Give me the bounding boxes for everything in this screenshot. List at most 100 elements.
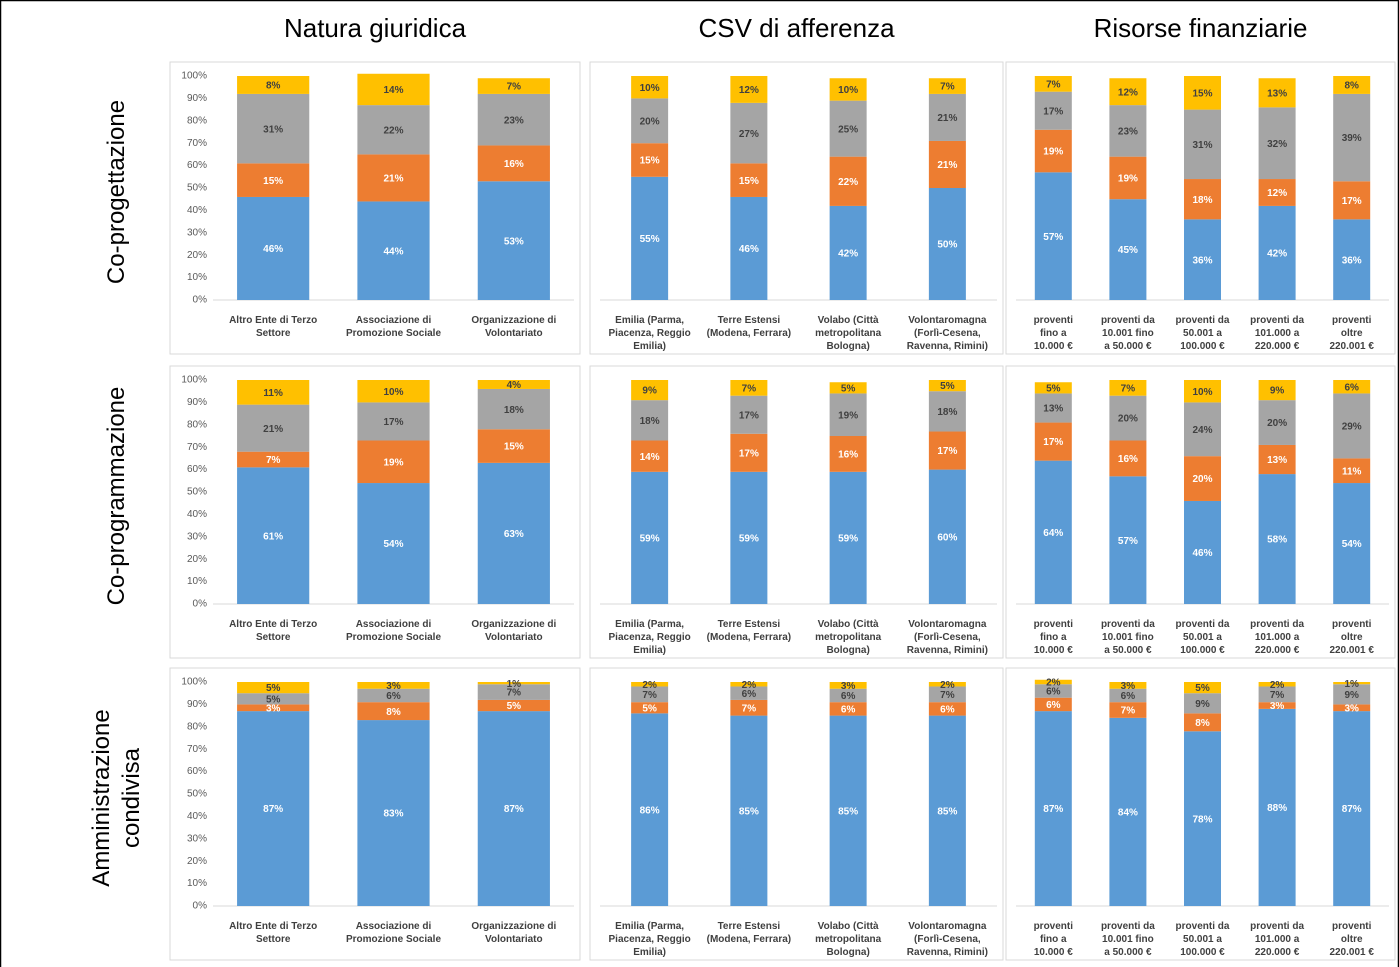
bar-segment [1333, 380, 1371, 394]
bar-segment [357, 154, 430, 202]
data-label: 6% [841, 705, 856, 716]
data-label: 7% [742, 383, 757, 394]
bar-segment [1184, 76, 1221, 110]
bar-segment [237, 380, 310, 405]
bar-segment [1034, 172, 1072, 300]
data-label: 78% [1192, 814, 1212, 825]
bar-segment [1258, 474, 1296, 604]
x-tick-label: Organizzazione di Volontariato [471, 619, 556, 643]
bar-segment [477, 93, 550, 146]
bar-segment [1034, 679, 1072, 685]
bar-segment [1184, 380, 1221, 403]
bar-segment [829, 78, 867, 101]
data-label: 17% [1043, 437, 1063, 448]
bar-segment [730, 163, 768, 197]
data-label: 9% [642, 386, 657, 397]
bar-segment [1109, 78, 1147, 106]
x-tick-label: Terre Estensi (Modena, Ferrara) [707, 315, 791, 339]
data-label: 9% [1270, 386, 1285, 397]
x-tick-label: Organizzazione di Volontariato [471, 315, 556, 339]
y-tick-label: 0% [193, 295, 208, 306]
data-label: 18% [937, 407, 957, 418]
bar-segment [928, 715, 966, 906]
bar-segment [1184, 219, 1221, 300]
data-label: 6% [1046, 687, 1061, 698]
bar-segment [1258, 708, 1296, 906]
bar-segment [631, 440, 669, 472]
data-label: 5% [507, 701, 522, 712]
bar-segment [1258, 107, 1296, 180]
data-label: 44% [383, 246, 403, 257]
data-label: 46% [739, 244, 759, 255]
data-label: 83% [383, 809, 403, 820]
bar-segment [730, 102, 768, 164]
data-label: 9% [1195, 699, 1210, 710]
data-label: 61% [263, 531, 283, 542]
y-tick-label: 40% [187, 811, 207, 822]
data-label: 5% [1195, 683, 1210, 694]
data-label: 21% [937, 113, 957, 124]
x-tick-label: proventi da 50.001 a 100.000 € [1176, 315, 1230, 352]
x-tick-label: Volabo (Città metropolitana Bologna) [815, 315, 882, 352]
bar-segment [1333, 393, 1371, 459]
bar-segment [477, 684, 550, 700]
bar-segment [730, 686, 768, 700]
data-label: 36% [1342, 255, 1362, 266]
column-title: CSV di afferenza [698, 13, 895, 43]
bar-segment [477, 699, 550, 712]
y-tick-label: 90% [187, 93, 207, 104]
data-label: 50% [937, 240, 957, 251]
bar-segment [928, 702, 966, 716]
bar-segment [928, 188, 966, 300]
bar-segment [1258, 444, 1296, 475]
y-tick-label: 90% [187, 397, 207, 408]
bar-segment [1184, 693, 1221, 714]
bar-segment [1109, 105, 1147, 157]
bar-segment [1109, 395, 1147, 441]
x-tick-label: proventi oltre 220.001 € [1329, 315, 1374, 352]
y-tick-label: 60% [187, 464, 207, 475]
data-label: 42% [1267, 249, 1287, 260]
x-tick-label: proventi da 101.000 a 220.000 € [1250, 315, 1304, 352]
bar-segment [730, 395, 768, 434]
bar-segment [829, 688, 867, 703]
data-label: 31% [1192, 140, 1212, 151]
data-label: 7% [742, 703, 757, 714]
bar-segment [477, 388, 550, 430]
bar-segment [928, 140, 966, 188]
data-label: 18% [504, 405, 524, 416]
data-label: 20% [640, 116, 660, 127]
bar-segment [1109, 199, 1147, 300]
data-label: 22% [383, 125, 403, 136]
bar-segment [477, 78, 550, 94]
data-label: 5% [642, 703, 657, 714]
y-tick-label: 30% [187, 227, 207, 238]
bar-segment [1109, 702, 1147, 718]
x-tick-label: proventi fino a 10.000 € [1034, 619, 1074, 656]
bar-segment [1034, 129, 1072, 173]
data-label: 64% [1043, 528, 1063, 539]
data-label: 8% [266, 81, 281, 92]
bar-segment [477, 462, 550, 604]
bar-segment [477, 711, 550, 906]
bar-segment [1333, 76, 1371, 94]
data-label: 1% [507, 679, 522, 690]
bar-segment [237, 451, 310, 468]
data-label: 10% [383, 387, 403, 398]
x-tick-label: Terre Estensi (Modena, Ferrara) [707, 921, 791, 945]
bar-segment [357, 105, 430, 155]
bar-segment [928, 686, 966, 703]
bar-segment [237, 404, 310, 452]
data-label: 6% [841, 691, 856, 702]
bar-segment [1109, 156, 1147, 200]
bar-segment [1184, 682, 1221, 694]
data-label: 59% [640, 534, 660, 545]
y-tick-label: 10% [187, 878, 207, 889]
data-label: 17% [1043, 106, 1063, 117]
x-tick-label: Associazione di Promozione Sociale [346, 619, 441, 643]
bar-segment [1184, 500, 1221, 604]
y-tick-label: 100% [181, 677, 207, 688]
x-tick-label: Emilia (Parma, Piacenza, Reggio Emilia) [609, 921, 691, 958]
x-tick-label: Emilia (Parma, Piacenza, Reggio Emilia) [609, 315, 691, 352]
bar-segment [829, 702, 867, 716]
